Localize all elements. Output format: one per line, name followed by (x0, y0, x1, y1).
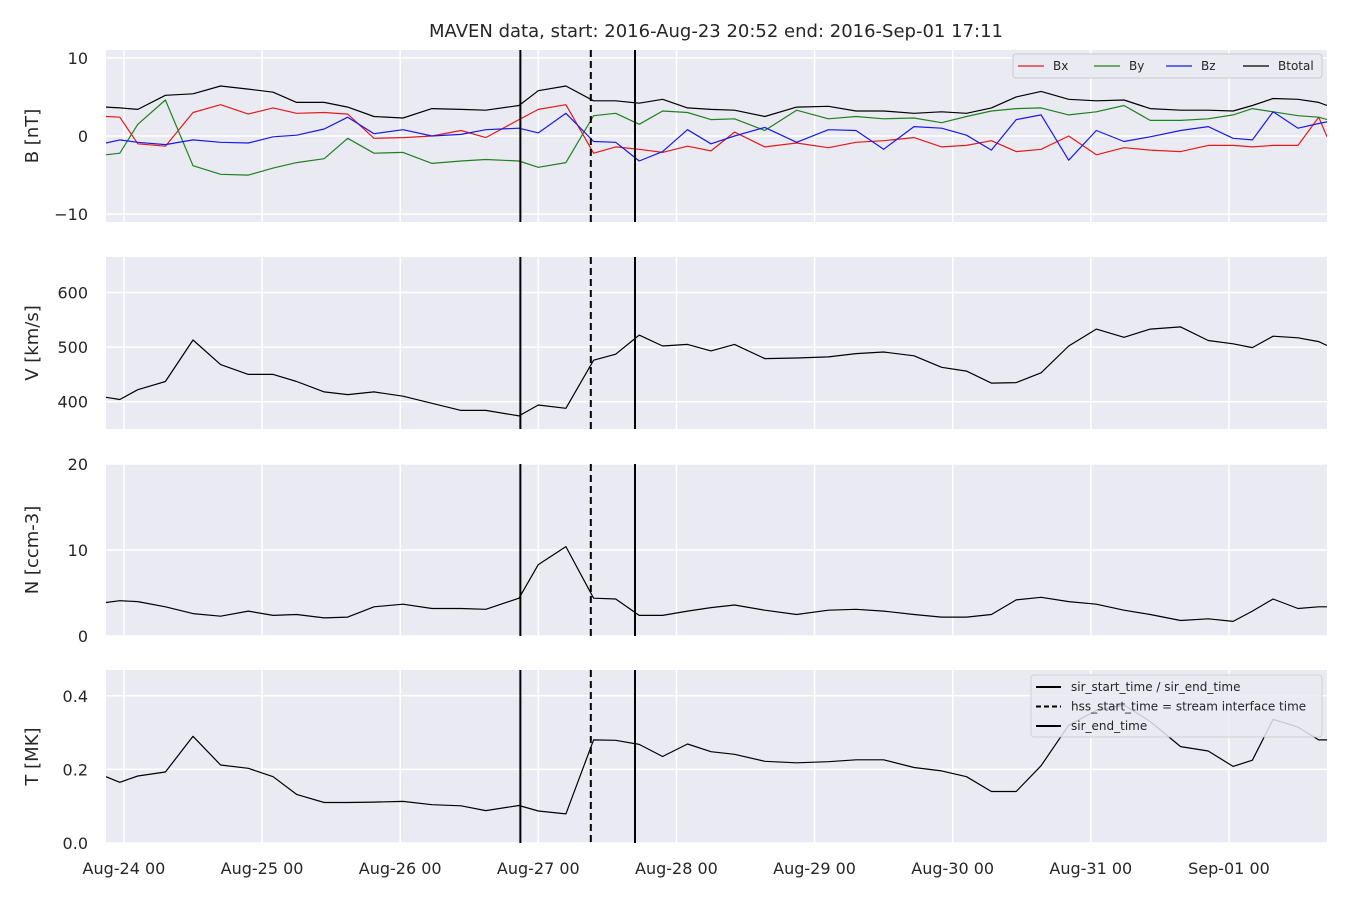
x-tick-label: Aug-25 00 (221, 859, 304, 878)
series-group (106, 326, 1327, 417)
legend-label: sir_start_time / sir_end_time (1071, 680, 1241, 694)
y-axis-label: B [nT] (22, 109, 43, 164)
series-group (106, 85, 1327, 176)
y-tick-label: 500 (57, 338, 88, 357)
y-tick-label: 0.4 (63, 687, 88, 706)
legend-label: Btotal (1278, 59, 1314, 73)
y-tick-label: −10 (54, 205, 88, 224)
x-tick-label: Aug-27 00 (497, 859, 580, 878)
series-line-v (106, 326, 1327, 417)
y-tick-label: 0 (78, 627, 88, 646)
y-tick-label: 0 (78, 127, 88, 146)
y-tick-label: 0.0 (63, 834, 88, 853)
series-line-by (106, 99, 1327, 176)
legend-label: hss_start_time = stream interface time (1071, 700, 1306, 714)
x-tick-label: Aug-29 00 (773, 859, 856, 878)
y-tick-label: 20 (68, 455, 88, 474)
x-tick-label: Aug-24 00 (83, 859, 166, 878)
legend-label: By (1129, 59, 1144, 73)
legend-label: Bz (1201, 59, 1216, 73)
legend-b: Bx By Bz Btotal (1012, 53, 1323, 79)
legend-label: sir_end_time (1071, 719, 1147, 733)
panel-2: 0 10 20 N [ccm-3] (22, 455, 1327, 646)
y-tick-label: 600 (57, 283, 88, 302)
panel-0: −10 0 10 B [nT] (22, 49, 1327, 224)
y-axis-label: N [ccm-3] (22, 506, 43, 595)
x-tick-label: Aug-31 00 (1049, 859, 1132, 878)
y-tick-label: 0.2 (63, 760, 88, 779)
legend-t: sir_start_time / sir_end_time hss_start_t… (1030, 674, 1323, 738)
x-tick-label: Aug-26 00 (359, 859, 442, 878)
y-axis-label: T [MK] (22, 727, 43, 786)
series-group (106, 545, 1327, 623)
series-line-btotal (106, 85, 1327, 119)
legend-label: Bx (1053, 59, 1068, 73)
panel-background (106, 257, 1327, 429)
legend-box (1030, 674, 1323, 738)
series-line-n (106, 545, 1327, 623)
y-tick-label: 10 (68, 541, 88, 560)
panel-1: 400 500 600 V [km/s] (22, 257, 1327, 429)
y-tick-label: 10 (68, 49, 88, 68)
y-axis-label: V [km/s] (22, 305, 43, 380)
y-tick-label: 400 (57, 393, 88, 412)
x-tick-label: Sep-01 00 (1188, 859, 1270, 878)
panels: −10 0 10 B [nT] 400 500 600 V [km/s] 0 10 20 N [ccm… (22, 49, 1327, 878)
series-line-bz (106, 111, 1327, 162)
series-line-bx (106, 104, 1327, 156)
x-tick-label: Aug-30 00 (911, 859, 994, 878)
x-tick-label: Aug-28 00 (635, 859, 718, 878)
chart-title: MAVEN data, start: 2016-Aug-23 20:52 end… (429, 21, 1003, 42)
